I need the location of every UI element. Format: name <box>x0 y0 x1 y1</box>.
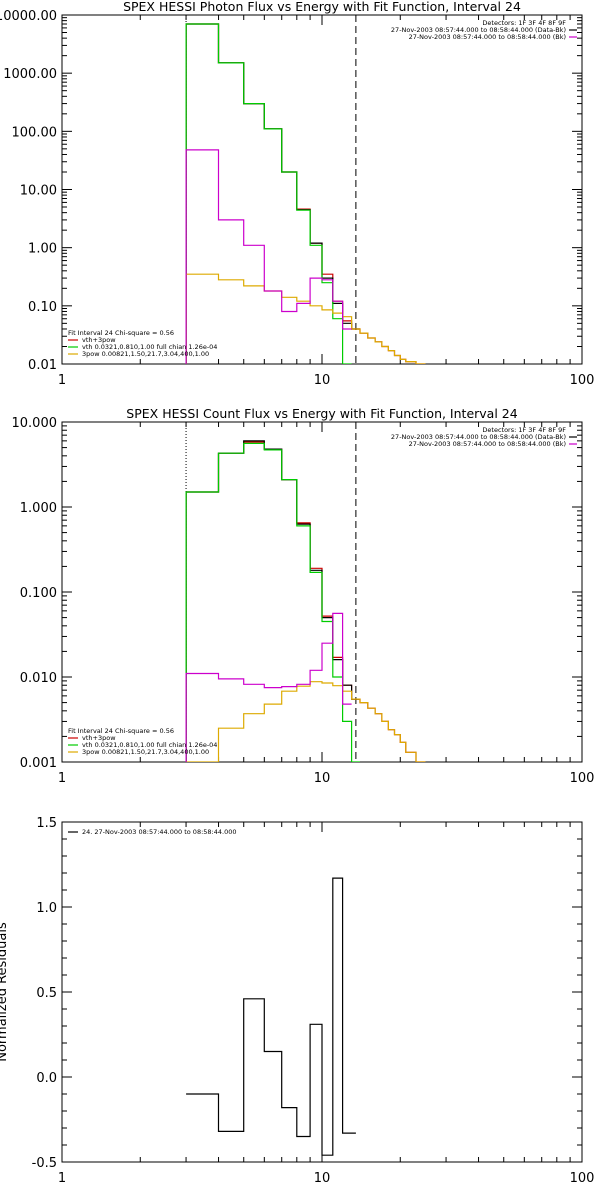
series-group <box>185 422 426 762</box>
legend-line-1: Fit Interval 24 Chi-square = 0.56 <box>68 329 174 337</box>
plot-frame <box>61 14 583 365</box>
x-tick-label: 10 <box>314 1171 331 1186</box>
series-line-1 <box>186 877 356 1156</box>
header-line-3: 27-Nov-2003 08:57:44.000 to 08:58:44.000… <box>409 440 566 448</box>
x-tick-label: 10 <box>314 373 331 388</box>
y-tick-label: 0.5 <box>36 986 57 1001</box>
y-tick-label: 1.0 <box>36 901 57 916</box>
legend-line-1: Fit Interval 24 Chi-square = 0.56 <box>68 727 174 735</box>
series-line-5 <box>185 149 352 364</box>
legend-line-2: vth+3pow <box>82 734 116 742</box>
series-line-4 <box>185 273 426 364</box>
x-tick-label: 100 <box>570 771 595 786</box>
y-axis-label: Normalized Residuals <box>0 922 10 1062</box>
series-line-3 <box>185 442 360 762</box>
legend-line-1: 24. 27-Nov-2003 08:57:44.000 to 08:58:44… <box>82 828 236 836</box>
header-line-3: 27-Nov-2003 08:57:44.000 to 08:58:44.000… <box>409 33 566 41</box>
y-tick-label: 1.000 <box>20 501 57 516</box>
chart-3: 1 10 100 -0.5 0.0 0.5 1.0 1.5 Normalized Residua… <box>0 816 594 1186</box>
legend-line-4: 3pow 0.00821,1.50,21.7,3.04,400,1.00 <box>82 350 209 358</box>
y-tick-label: 1000.00 <box>3 67 57 82</box>
y-tick-label: 10000.00 <box>0 9 57 24</box>
y-tick-label: 0.010 <box>20 671 57 686</box>
series-line-3 <box>185 23 352 364</box>
series-group <box>185 15 426 364</box>
y-tick-label: 10.00 <box>20 184 57 199</box>
y-tick-label: 1.5 <box>36 816 57 831</box>
chart-title: SPEX HESSI Count Flux vs Energy with Fit… <box>126 406 517 421</box>
y-tick-label: -0.5 <box>32 1156 57 1171</box>
chart-title: SPEX HESSI Photon Flux vs Energy with Fi… <box>123 0 521 14</box>
series-line-1 <box>185 23 426 364</box>
series-line-2 <box>185 440 360 762</box>
legend-line-3: vth 0.0321,0.810,1.00 full chian 1.26e-0… <box>82 343 217 351</box>
legend-line-3: vth 0.0321,0.810,1.00 full chian 1.26e-0… <box>82 741 217 749</box>
series-line-1 <box>185 441 426 762</box>
header-line-2: 27-Nov-2003 08:57:44.000 to 08:58:44.000… <box>391 433 566 441</box>
chart-1: SPEX HESSI Photon Flux vs Energy with Fi… <box>0 0 594 388</box>
x-tick-label: 100 <box>570 373 595 388</box>
y-tick-label: 0.100 <box>20 586 57 601</box>
x-tick-label: 10 <box>314 771 331 786</box>
y-tick-label: 0.01 <box>28 358 57 373</box>
x-tick-label: 1 <box>58 771 66 786</box>
chart-2: SPEX HESSI Count Flux vs Energy with Fit… <box>12 406 595 786</box>
header-line-2: 27-Nov-2003 08:57:44.000 to 08:58:44.000… <box>391 26 566 34</box>
y-tick-label: 0.001 <box>20 756 57 771</box>
header-line-1: Detectors: 1F 3F 4F 8F 9F <box>482 19 566 27</box>
x-tick-label: 1 <box>58 1171 66 1186</box>
legend-line-4: 3pow 0.00821,1.50,21.7,3.04,400,1.00 <box>82 748 209 756</box>
series-group <box>186 877 356 1156</box>
series-line-4 <box>186 681 426 762</box>
y-tick-label: 1.00 <box>28 242 57 257</box>
y-tick-label: 100.00 <box>12 125 58 140</box>
x-tick-label: 1 <box>58 373 66 388</box>
series-line-5 <box>185 612 352 762</box>
legend-line-2: vth+3pow <box>82 336 116 344</box>
x-tick-label: 100 <box>570 1171 595 1186</box>
y-tick-label: 10.000 <box>12 416 58 431</box>
header-line-1: Detectors: 1F 3F 4F 8F 9F <box>482 426 566 434</box>
y-tick-label: 0.0 <box>36 1071 57 1086</box>
y-tick-label: 0.10 <box>28 300 57 315</box>
